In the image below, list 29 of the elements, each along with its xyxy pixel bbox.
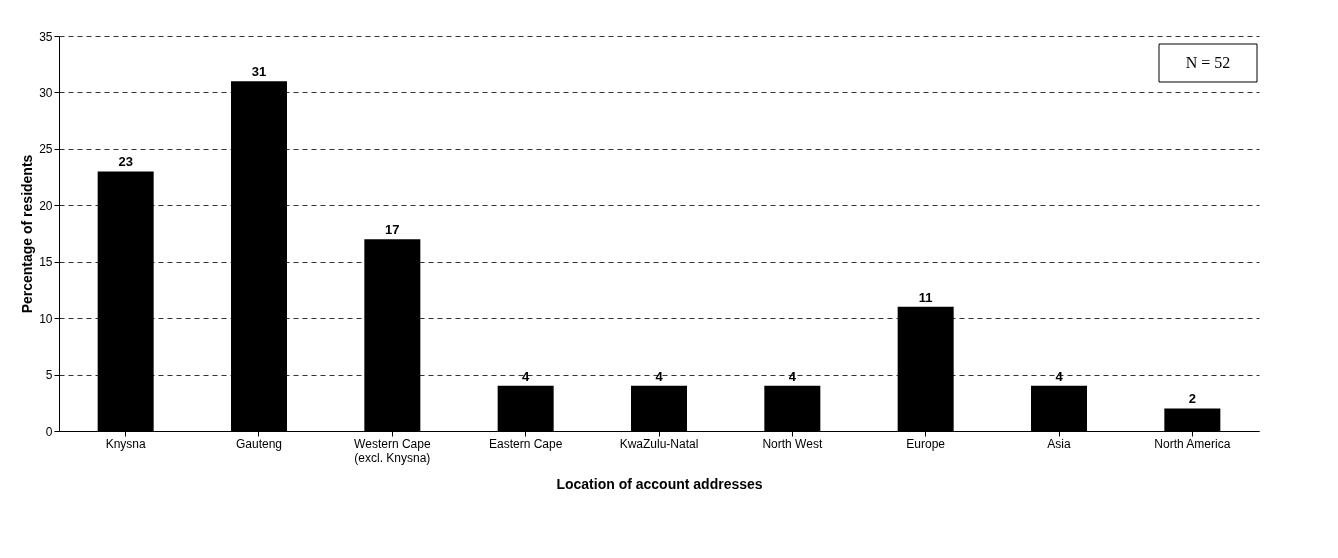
y-tick-label: 25 — [39, 142, 53, 157]
x-tick-label: Gauteng — [235, 436, 283, 451]
x-tick-label: Europe — [906, 436, 946, 451]
data-label: 4 — [788, 368, 797, 384]
x-tick-label: North West — [762, 436, 823, 451]
data-label: 31 — [251, 64, 267, 80]
x-axis-title: Location of account addresses — [556, 475, 763, 492]
data-label: 11 — [918, 289, 933, 305]
x-tick-label: Knysna — [105, 436, 146, 451]
data-label: 4 — [522, 368, 531, 384]
x-tick-label: Asia — [1047, 436, 1071, 451]
data-label: 23 — [118, 154, 133, 170]
data-label: 4 — [655, 368, 664, 384]
y-tick-label: 0 — [45, 424, 53, 439]
x-tick-label: Eastern Cape — [488, 436, 563, 451]
y-tick-label: 10 — [39, 311, 53, 326]
y-tick-label: 15 — [39, 255, 53, 270]
y-axis-title: Percentage of residents — [19, 154, 36, 314]
x-tick-label: Western Cape (excl. Knysna) — [354, 436, 431, 465]
data-label: 17 — [385, 222, 400, 238]
data-label: 4 — [1055, 368, 1064, 384]
y-tick-label: 20 — [39, 198, 53, 213]
y-tick-label: 5 — [45, 368, 53, 383]
x-tick-label: North America — [1154, 436, 1231, 451]
y-tick-label: 30 — [39, 85, 53, 100]
data-label: 2 — [1188, 391, 1196, 407]
annotation: N = 52 — [1185, 54, 1231, 71]
y-tick-label: 35 — [39, 29, 53, 44]
x-tick-label: KwaZulu-Natal — [619, 436, 699, 451]
